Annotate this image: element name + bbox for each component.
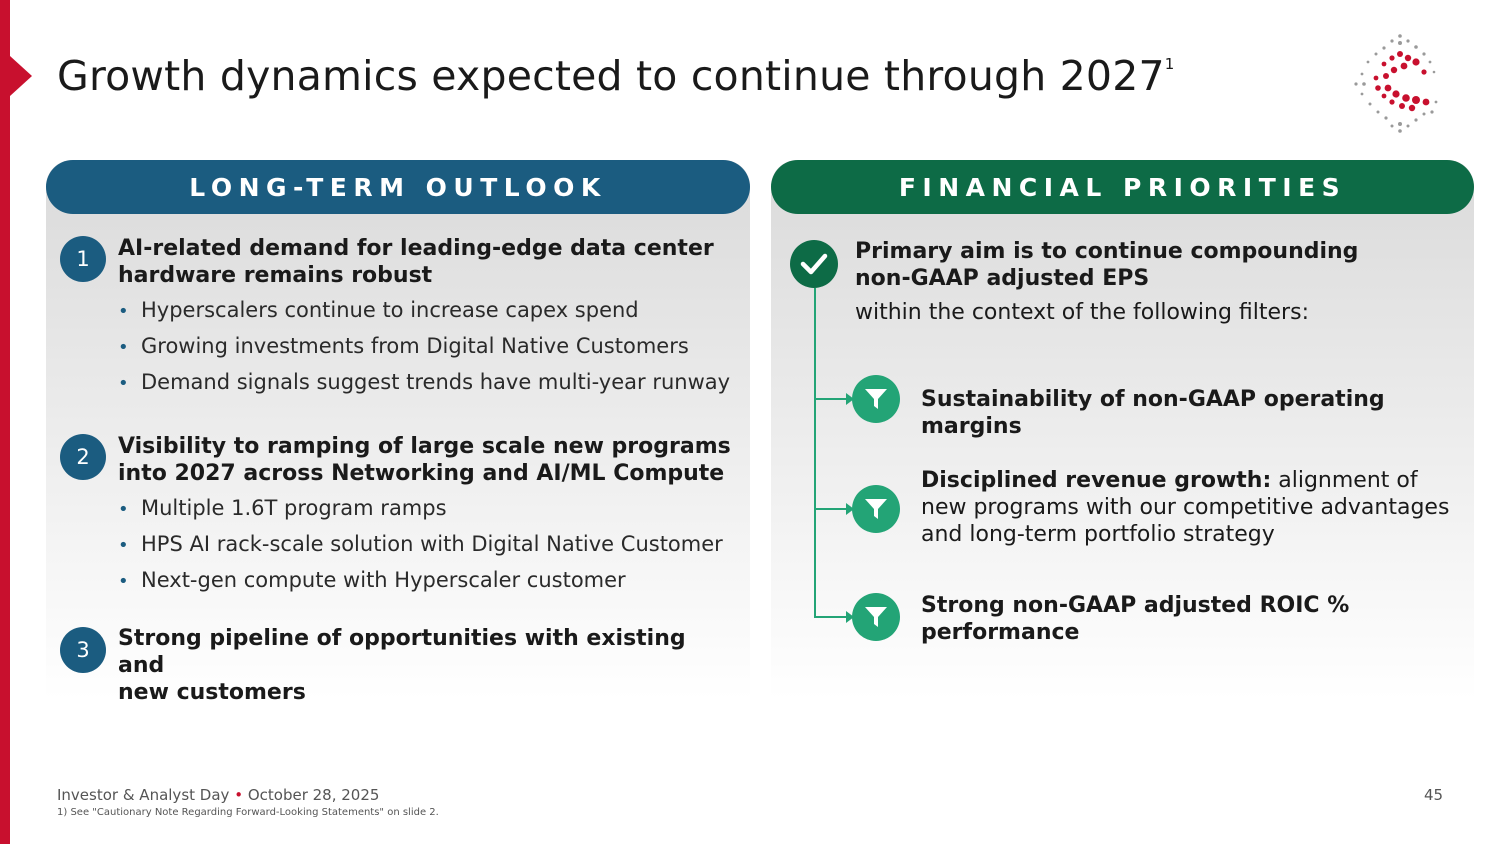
bullet-item: Next-gen compute with Hyperscaler custom…	[118, 563, 723, 599]
long-term-outlook-header: LONG-TERM OUTLOOK	[46, 160, 750, 214]
title-footnote-marker: 1	[1164, 55, 1175, 74]
outlook-item-2-bullets: Multiple 1.6T program ramps HPS AI rack-…	[118, 491, 723, 599]
filter-funnel-icon	[852, 593, 900, 641]
filter-item-2: Disciplined revenue growth: alignment of…	[921, 468, 1450, 547]
tree-branch	[814, 393, 854, 405]
bullet-item: Demand signals suggest trends have multi…	[118, 365, 730, 401]
item-number-2: 2	[60, 434, 106, 480]
outlook-item-1-bullets: Hyperscalers continue to increase capex …	[118, 293, 730, 401]
tree-branch	[814, 611, 854, 623]
tree-connector	[814, 288, 816, 618]
filter-item-3: Strong non-GAAP adjusted ROIC % performa…	[921, 593, 1350, 645]
filter-funnel-icon	[852, 485, 900, 533]
primary-aim-subtext: within the context of the following filt…	[855, 300, 1309, 325]
outlook-item-1-heading: AI-related demand for leading-edge data …	[118, 236, 714, 288]
title-arrow-marker	[10, 56, 32, 96]
financial-priorities-header: FINANCIAL PRIORITIES	[771, 160, 1474, 214]
accent-bar	[0, 0, 10, 844]
footer-event-date: Investor & Analyst Day • October 28, 202…	[57, 786, 380, 804]
outlook-item-2-heading: Visibility to ramping of large scale new…	[118, 434, 731, 486]
filter-item-1: Sustainability of non-GAAP operating mar…	[921, 387, 1385, 439]
check-icon	[790, 240, 838, 288]
footnote: 1) See "Cautionary Note Regarding Forwar…	[57, 807, 439, 818]
outlook-item-3-heading: Strong pipeline of opportunities with ex…	[118, 626, 686, 705]
tree-branch	[814, 503, 854, 515]
filter-funnel-icon	[852, 375, 900, 423]
bullet-item: Multiple 1.6T program ramps	[118, 491, 723, 527]
page-title: Growth dynamics expected to continue thr…	[57, 52, 1175, 100]
bullet-item: Hyperscalers continue to increase capex …	[118, 293, 730, 329]
item-number-1: 1	[60, 236, 106, 282]
long-term-outlook-panel: LONG-TERM OUTLOOK	[46, 160, 750, 700]
bullet-item: HPS AI rack-scale solution with Digital …	[118, 527, 723, 563]
page-number: 45	[1424, 786, 1444, 804]
bullet-item: Growing investments from Digital Native …	[118, 329, 730, 365]
primary-aim-heading: Primary aim is to continue compounding n…	[855, 239, 1359, 291]
company-logo-icon	[1354, 34, 1438, 133]
item-number-3: 3	[60, 627, 106, 673]
